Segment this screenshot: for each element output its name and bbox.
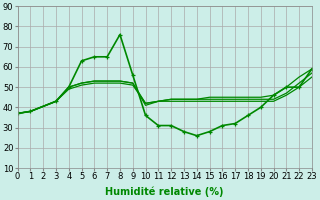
X-axis label: Humidité relative (%): Humidité relative (%)	[106, 187, 224, 197]
